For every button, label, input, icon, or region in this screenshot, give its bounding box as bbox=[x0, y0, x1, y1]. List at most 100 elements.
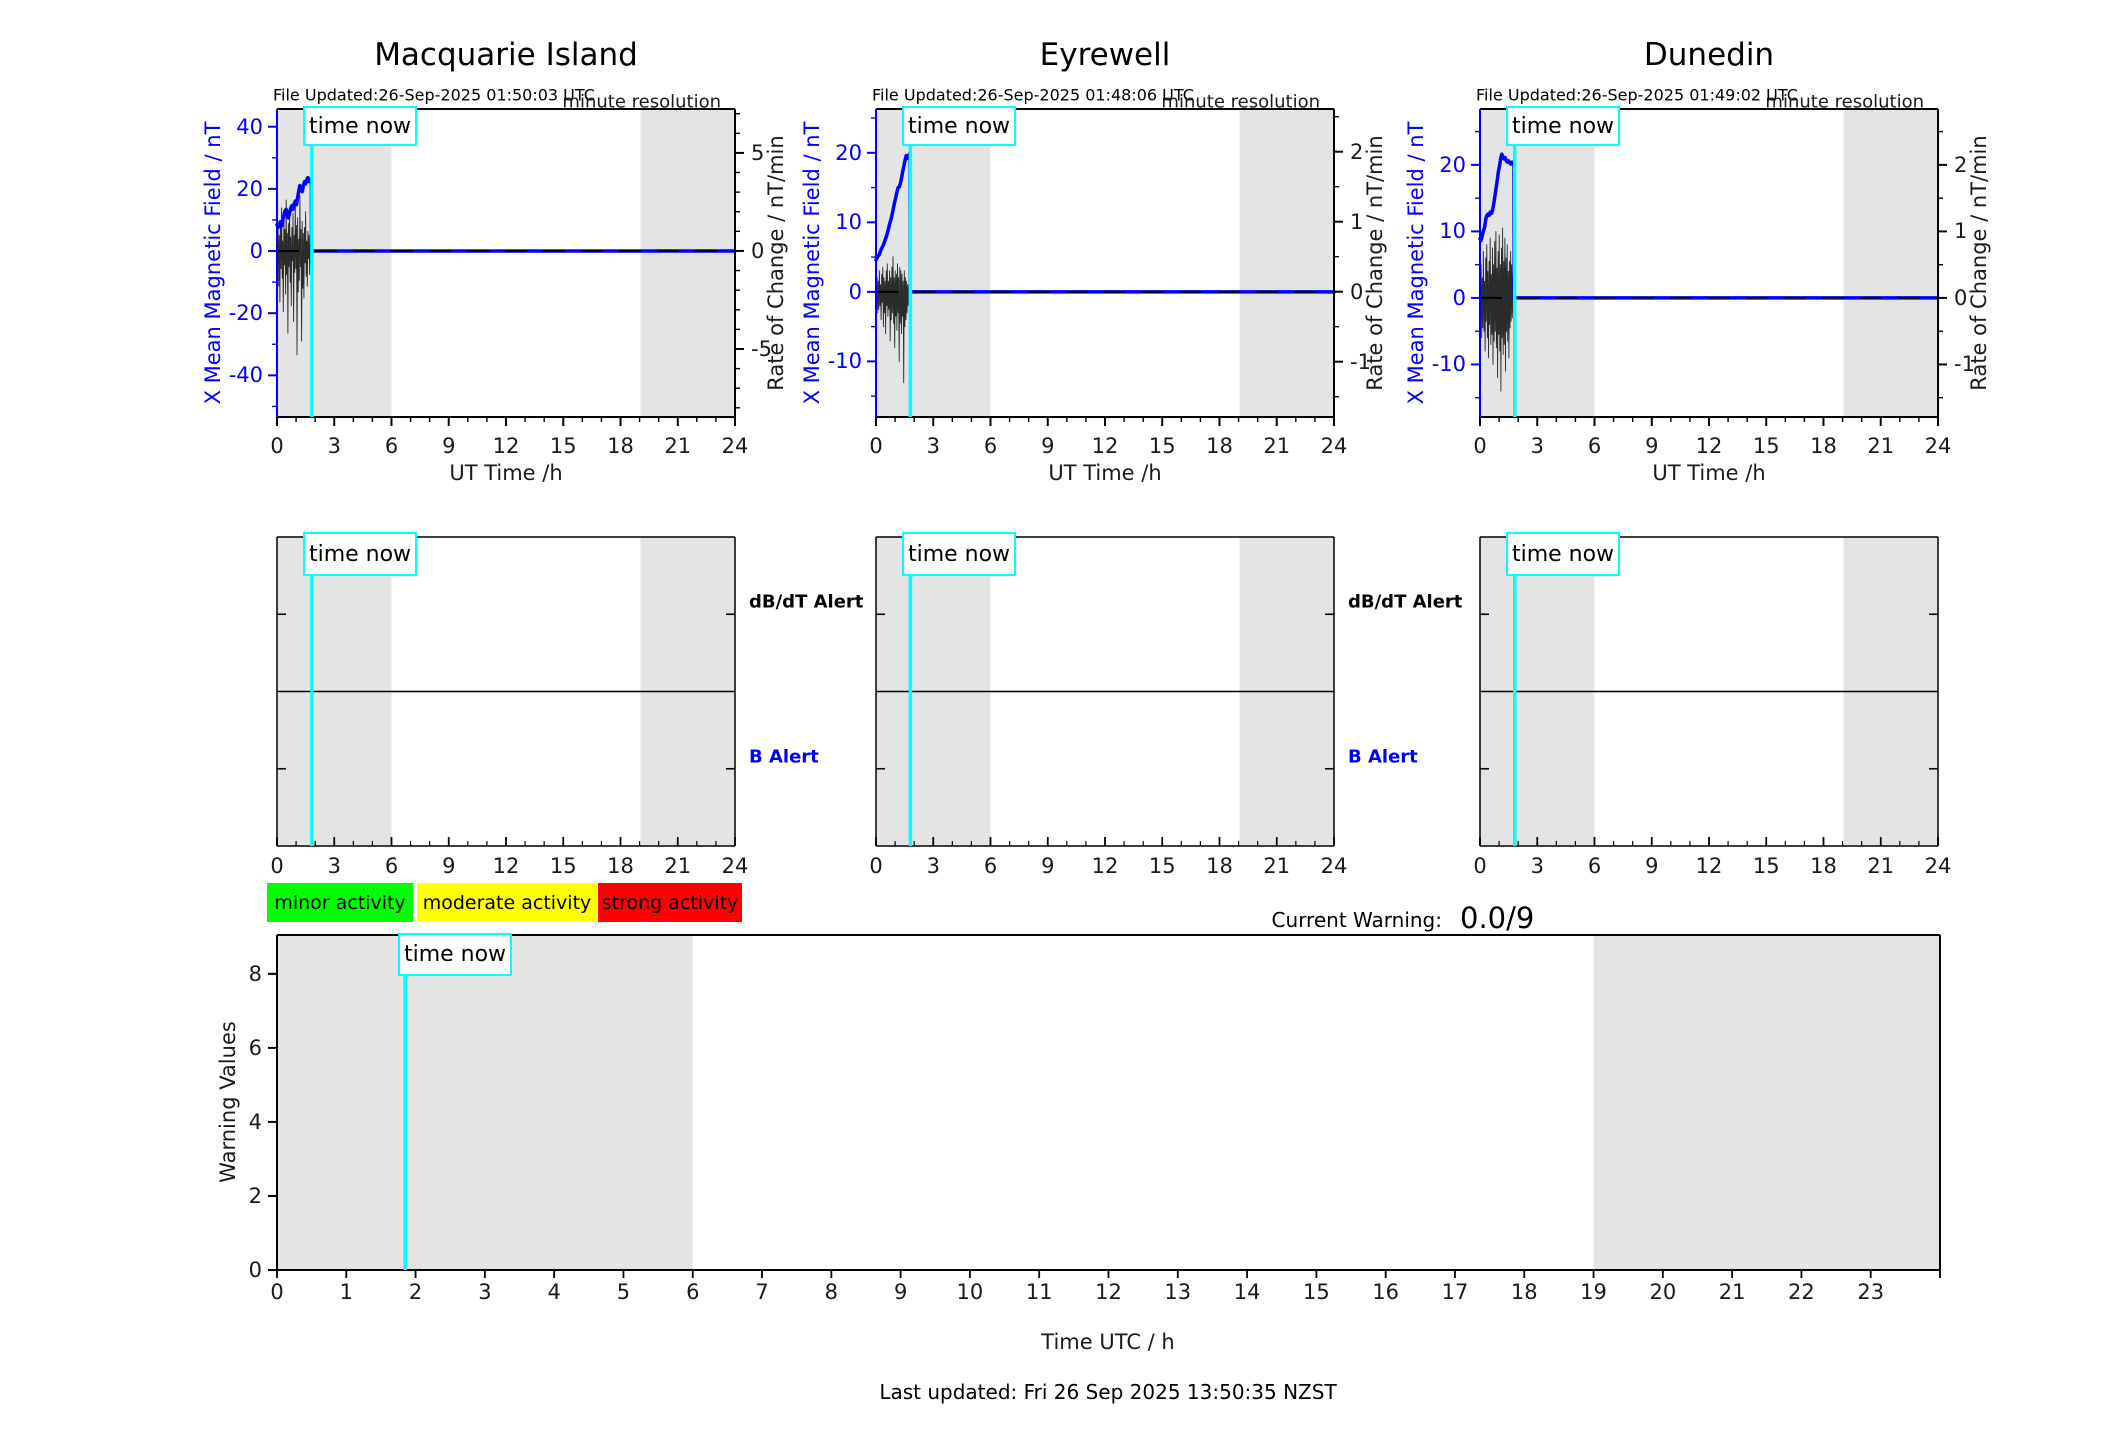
tick-label: 15 bbox=[1148, 434, 1176, 458]
tick-label: 18 bbox=[1510, 1280, 1538, 1304]
tick-label: 10 bbox=[956, 1280, 984, 1304]
tick-label: 24 bbox=[1320, 434, 1348, 458]
warning-x-axis-label: Time UTC / h bbox=[1041, 1330, 1175, 1354]
tick-label: 8 bbox=[824, 1280, 839, 1304]
station-title: Macquarie Island bbox=[374, 37, 638, 73]
tick-label: 24 bbox=[1924, 434, 1952, 458]
tick-label: 3 bbox=[327, 434, 341, 458]
tick-label: 0 bbox=[1954, 285, 1968, 310]
tick-label: 15 bbox=[1303, 1280, 1330, 1304]
tick-label: 1 bbox=[1350, 209, 1364, 234]
tick-label: 15 bbox=[549, 854, 577, 878]
tick-label: 0 bbox=[1473, 854, 1487, 878]
tick-label: 14 bbox=[1233, 1280, 1261, 1304]
last-updated-text: Last updated: Fri 26 Sep 2025 13:50:35 N… bbox=[879, 1380, 1337, 1404]
time-now-label: time now bbox=[1511, 541, 1615, 567]
tick-label: 24 bbox=[721, 854, 749, 878]
time-now-label: time now bbox=[1511, 113, 1615, 139]
tick-label: 6 bbox=[384, 434, 399, 458]
tick-label: 0 bbox=[248, 1258, 262, 1282]
tick-label: 2 bbox=[408, 1280, 423, 1304]
tick-label: -5 bbox=[751, 336, 772, 361]
tick-label: 6 bbox=[248, 1035, 262, 1060]
resolution-note: minute resolution bbox=[1161, 91, 1320, 113]
time-now-label: time now bbox=[907, 113, 1011, 139]
tick-label: 6 bbox=[686, 1280, 700, 1304]
tick-label: 16 bbox=[1372, 1280, 1400, 1304]
tick-label: 15 bbox=[1148, 854, 1176, 878]
tick-label: 0 bbox=[848, 279, 862, 304]
tick-label: -10 bbox=[827, 349, 862, 374]
x-axis-label: UT Time /h bbox=[1652, 461, 1766, 485]
tick-label: 5 bbox=[751, 140, 765, 165]
tick-label: 15 bbox=[1752, 434, 1780, 458]
tick-label: 7 bbox=[755, 1280, 769, 1304]
tick-label: 12 bbox=[1091, 434, 1119, 458]
time-now-flag: time now bbox=[902, 532, 1016, 576]
time-now-label: time now bbox=[907, 541, 1011, 567]
tick-label: 18 bbox=[1206, 434, 1233, 458]
tick-label: 3 bbox=[1530, 854, 1544, 878]
current-warning-label: Current Warning: bbox=[1271, 908, 1442, 932]
tick-label: 21 bbox=[1263, 434, 1291, 458]
current-warning-value: 0.0/9 bbox=[1460, 901, 1535, 935]
tick-label: 12 bbox=[1695, 434, 1723, 458]
dbdt-alert-label: dB/dT Alert bbox=[1348, 591, 1463, 613]
tick-label: -20 bbox=[228, 301, 263, 326]
tick-label: 20 bbox=[236, 176, 263, 201]
tick-label: 6 bbox=[983, 434, 998, 458]
tick-label: 3 bbox=[926, 434, 940, 458]
tick-label: 18 bbox=[1810, 854, 1837, 878]
tick-label: 12 bbox=[492, 854, 520, 878]
tick-label: 6 bbox=[384, 854, 399, 878]
tick-label: 10 bbox=[835, 210, 862, 235]
tick-label: 18 bbox=[1206, 854, 1233, 878]
file-updated-note: File Updated:26-Sep-2025 01:50:03 UTC bbox=[273, 85, 595, 105]
x-axis-label: UT Time /h bbox=[449, 461, 563, 485]
legend-minor-activity: minor activity bbox=[267, 883, 413, 922]
tick-label: 2 bbox=[248, 1183, 262, 1208]
tick-label: 21 bbox=[1867, 434, 1895, 458]
dbdt-alert-label: dB/dT Alert bbox=[749, 591, 864, 613]
tick-label: 18 bbox=[607, 854, 634, 878]
tick-label: 2 bbox=[1954, 152, 1968, 177]
tick-label: 1 bbox=[339, 1280, 353, 1304]
tick-label: 40 bbox=[236, 114, 263, 139]
tick-label: 6 bbox=[1587, 854, 1602, 878]
tick-label: 9 bbox=[442, 434, 456, 458]
tick-label: 23 bbox=[1857, 1280, 1885, 1304]
time-now-flag: time now bbox=[1506, 106, 1620, 146]
tick-label: 18 bbox=[607, 434, 634, 458]
b-alert-label: B Alert bbox=[749, 746, 819, 768]
tick-label: 24 bbox=[1320, 854, 1348, 878]
time-now-flag: time now bbox=[902, 106, 1016, 146]
tick-label: 4 bbox=[547, 1280, 561, 1304]
tick-label: 9 bbox=[1645, 854, 1659, 878]
tick-label: 21 bbox=[1263, 854, 1291, 878]
tick-label: 17 bbox=[1441, 1280, 1469, 1304]
legend-label: moderate activity bbox=[422, 891, 592, 914]
tick-label: 9 bbox=[893, 1280, 908, 1304]
tick-label: -1 bbox=[1350, 349, 1371, 374]
tick-label: 21 bbox=[664, 434, 692, 458]
resolution-note: minute resolution bbox=[1765, 91, 1924, 113]
tick-label: 6 bbox=[1587, 434, 1602, 458]
time-now-flag: time now bbox=[303, 532, 417, 576]
tick-label: 20 bbox=[1439, 152, 1466, 177]
station-title: Eyrewell bbox=[1039, 37, 1171, 73]
tick-label: 0 bbox=[869, 854, 883, 878]
file-updated-note: File Updated:26-Sep-2025 01:48:06 UTC bbox=[872, 85, 1194, 105]
tick-label: 0 bbox=[1473, 434, 1487, 458]
tick-label: 0 bbox=[270, 854, 284, 878]
tick-label: 3 bbox=[478, 1280, 492, 1304]
tick-label: 0 bbox=[249, 239, 263, 264]
warning-y-axis-label: Warning Values bbox=[216, 1021, 240, 1183]
time-now-label: time now bbox=[403, 942, 507, 967]
tick-label: 0 bbox=[270, 1280, 284, 1304]
tick-label: 12 bbox=[1091, 854, 1119, 878]
tick-label: 9 bbox=[1041, 434, 1055, 458]
x-axis-label: UT Time /h bbox=[1048, 461, 1162, 485]
legend-strong-activity: strong activity bbox=[598, 883, 742, 922]
legend-moderate-activity: moderate activity bbox=[417, 883, 597, 922]
